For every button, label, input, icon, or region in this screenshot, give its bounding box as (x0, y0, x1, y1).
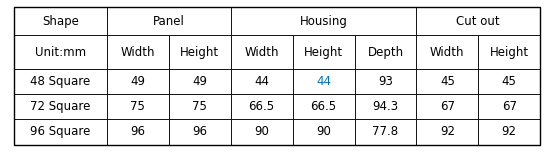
Text: Height: Height (180, 46, 219, 58)
Bar (417, 119, 478, 145)
Bar (293, 94, 355, 119)
Text: 44: 44 (316, 75, 331, 88)
Text: 90: 90 (254, 125, 269, 138)
Text: Unit:mm: Unit:mm (35, 46, 86, 58)
Bar (478, 119, 540, 145)
Text: 72 Square: 72 Square (30, 100, 91, 113)
Text: 67: 67 (440, 100, 455, 113)
Text: 45: 45 (502, 75, 517, 88)
Bar (355, 35, 417, 69)
Bar (107, 94, 169, 119)
Bar (107, 35, 169, 69)
Bar (478, 69, 540, 94)
Bar (230, 7, 417, 35)
Bar (417, 94, 478, 119)
Text: 49: 49 (130, 75, 145, 88)
Bar (107, 7, 230, 35)
Text: Panel: Panel (153, 15, 185, 28)
Bar (293, 35, 355, 69)
Text: 94.3: 94.3 (372, 100, 398, 113)
Bar (14, 119, 107, 145)
Bar (14, 7, 540, 145)
Bar (293, 69, 355, 94)
Text: 92: 92 (440, 125, 455, 138)
Text: 49: 49 (192, 75, 207, 88)
Text: Width: Width (430, 46, 465, 58)
Bar (230, 94, 293, 119)
Bar (230, 69, 293, 94)
Text: 75: 75 (131, 100, 145, 113)
Text: Width: Width (244, 46, 279, 58)
Text: 67: 67 (502, 100, 517, 113)
Bar (169, 119, 230, 145)
Bar (14, 35, 107, 69)
Text: 77.8: 77.8 (372, 125, 398, 138)
Text: 44: 44 (254, 75, 269, 88)
Bar (169, 69, 230, 94)
Text: 48 Square: 48 Square (30, 75, 90, 88)
Text: 96: 96 (130, 125, 145, 138)
Text: Depth: Depth (367, 46, 403, 58)
Text: 92: 92 (502, 125, 517, 138)
Bar (417, 69, 478, 94)
Bar (169, 35, 230, 69)
Text: Cut out: Cut out (456, 15, 500, 28)
Bar (355, 94, 417, 119)
Bar (293, 119, 355, 145)
Text: 93: 93 (378, 75, 393, 88)
Bar (107, 69, 169, 94)
Text: 96: 96 (192, 125, 207, 138)
Bar (355, 119, 417, 145)
Bar (14, 94, 107, 119)
Text: Height: Height (490, 46, 529, 58)
Bar (107, 119, 169, 145)
Text: Housing: Housing (300, 15, 347, 28)
Bar (169, 94, 230, 119)
Text: Shape: Shape (42, 15, 79, 28)
Text: 90: 90 (316, 125, 331, 138)
Text: 75: 75 (192, 100, 207, 113)
Bar (230, 35, 293, 69)
Bar (417, 35, 478, 69)
Bar (14, 69, 107, 94)
Bar (14, 7, 107, 35)
Text: 66.5: 66.5 (310, 100, 337, 113)
Text: 96 Square: 96 Square (30, 125, 91, 138)
Text: Height: Height (304, 46, 343, 58)
Bar (230, 119, 293, 145)
Bar (478, 35, 540, 69)
Bar (478, 94, 540, 119)
Bar (417, 7, 540, 35)
Bar (355, 69, 417, 94)
Text: Width: Width (121, 46, 155, 58)
Text: 45: 45 (440, 75, 455, 88)
Text: 66.5: 66.5 (249, 100, 275, 113)
